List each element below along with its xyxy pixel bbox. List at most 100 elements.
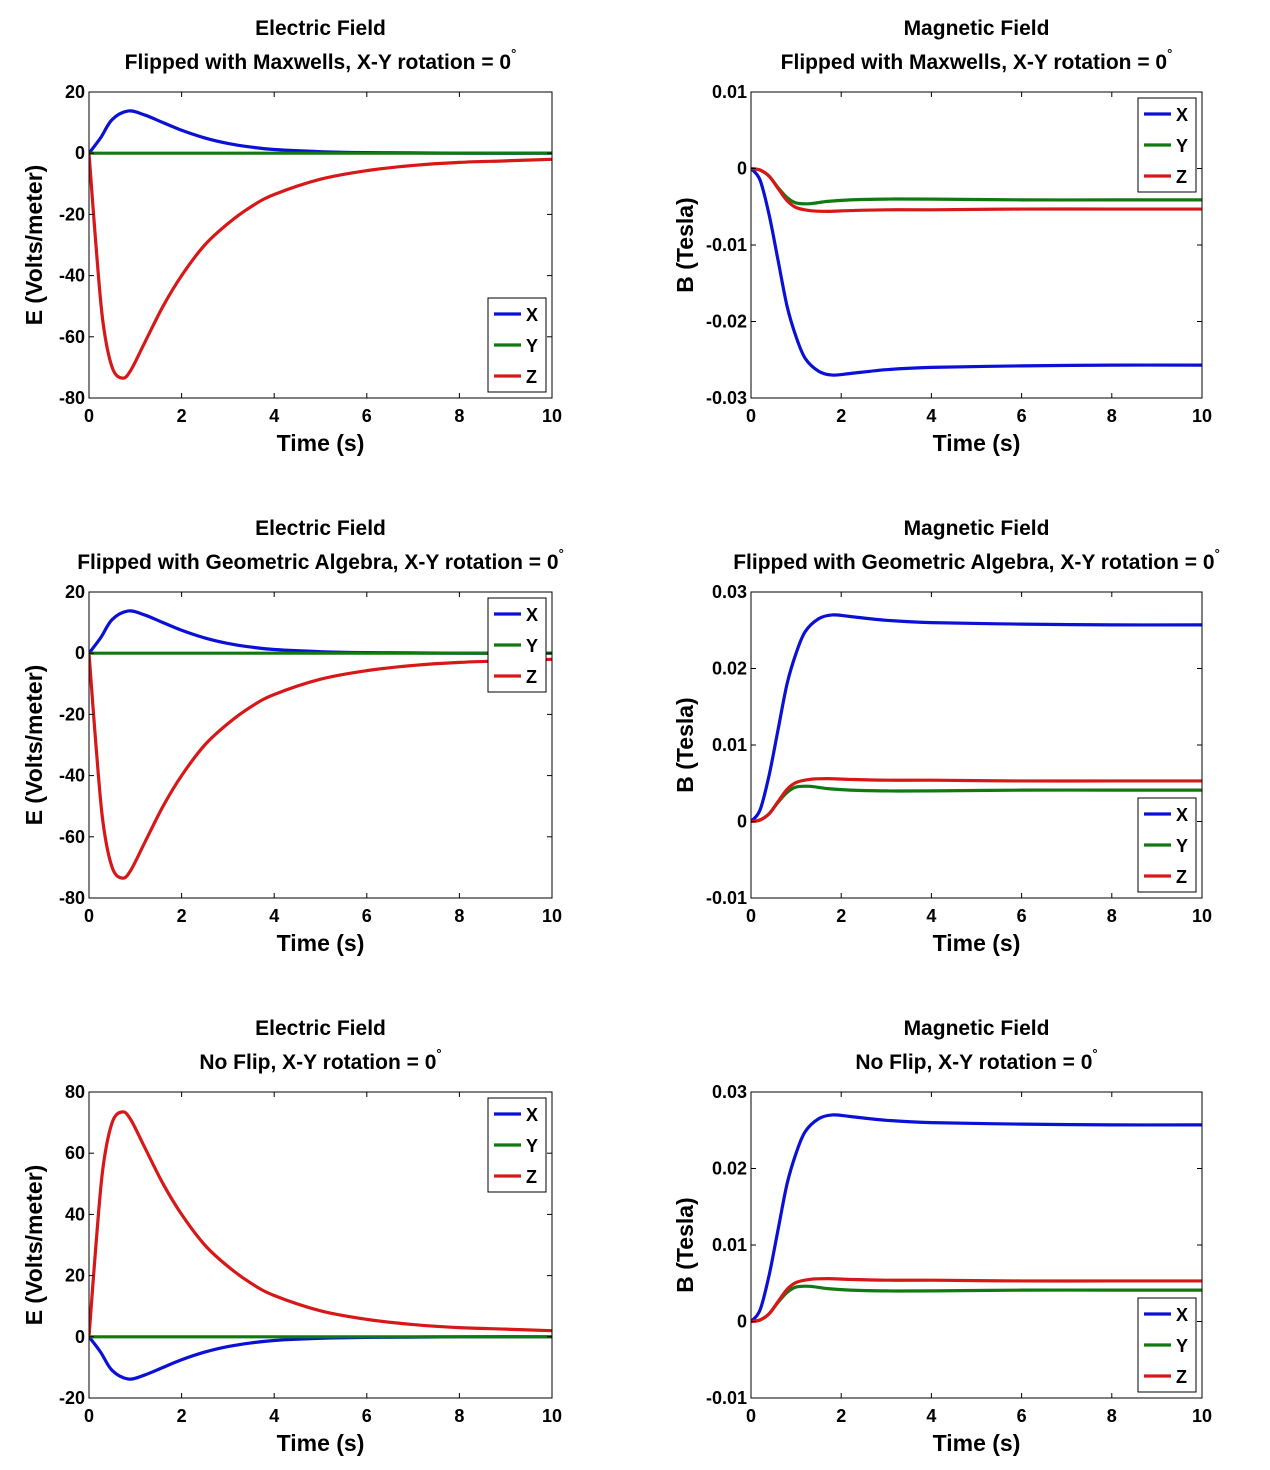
y-axis-label: E (Volts/meter)	[21, 665, 47, 826]
x-tick-label: 4	[269, 406, 279, 426]
series-line-z	[89, 651, 552, 880]
y-tick-label: -20	[59, 1388, 85, 1408]
degree-symbol: °	[436, 1046, 441, 1061]
x-tick-label: 2	[836, 906, 846, 926]
legend: XYZ	[1137, 797, 1197, 893]
chart-subtitle-text: No Flip, X-Y rotation = 0	[855, 1051, 1092, 1074]
x-tick-label: 10	[1192, 1406, 1212, 1426]
axes-box	[750, 91, 1203, 399]
y-tick-label: 20	[65, 1266, 85, 1286]
series-line-x	[751, 613, 1202, 824]
chart-panel-4: Magnetic Field Flipped with Geometric Alg…	[672, 517, 1220, 956]
y-tick-label: 0	[75, 143, 85, 163]
y-tick-label: 0.02	[712, 1159, 747, 1179]
x-tick-label: 2	[177, 906, 187, 926]
series-line-z	[751, 1277, 1202, 1324]
x-tick-label: 4	[269, 1406, 279, 1426]
legend: XYZ	[1137, 1297, 1197, 1393]
y-tick-label: 20	[65, 582, 85, 602]
chart-subtitle-text: No Flip, X-Y rotation = 0	[199, 1051, 436, 1074]
x-tick-label: 6	[1017, 1406, 1027, 1426]
y-tick-label: 0	[75, 1327, 85, 1347]
y-tick-label: 60	[65, 1143, 85, 1163]
chart-subtitle-text: Flipped with Maxwells, X-Y rotation = 0	[781, 51, 1167, 74]
degree-symbol: °	[1167, 46, 1172, 61]
y-tick-label: -60	[59, 827, 85, 847]
x-tick-label: 4	[926, 406, 936, 426]
series-line-x	[89, 109, 552, 155]
legend-label-z: Z	[1176, 1367, 1187, 1387]
x-tick-label: 10	[1192, 406, 1212, 426]
x-tick-label: 10	[542, 1406, 562, 1426]
x-axis-label: Time (s)	[933, 430, 1021, 456]
y-tick-label: -0.01	[706, 235, 747, 255]
y-tick-label: -20	[59, 204, 85, 224]
degree-symbol: °	[511, 46, 516, 61]
y-tick-label: 0	[737, 159, 747, 179]
legend: XYZ	[1137, 97, 1197, 193]
x-axis-label: Time (s)	[933, 1430, 1021, 1456]
y-axis-label: B (Tesla)	[672, 1197, 698, 1292]
legend-label-z: Z	[526, 1167, 537, 1187]
legend-label-x: X	[526, 605, 538, 625]
chart-subtitle: Flipped with Geometric Algebra, X-Y rota…	[77, 546, 564, 574]
legend-label-y: Y	[1176, 1336, 1188, 1356]
chart-subtitle: No Flip, X-Y rotation = 0°	[199, 1046, 441, 1074]
x-tick-label: 8	[1107, 906, 1117, 926]
y-tick-label: 0	[75, 643, 85, 663]
x-tick-label: 8	[454, 406, 464, 426]
x-tick-label: 4	[269, 906, 279, 926]
x-tick-label: 10	[1192, 906, 1212, 926]
y-tick-label: -60	[59, 327, 85, 347]
y-tick-label: 0.01	[712, 82, 747, 102]
y-tick-label: -40	[59, 766, 85, 786]
chart-subtitle: No Flip, X-Y rotation = 0°	[855, 1046, 1097, 1074]
y-tick-label: 80	[65, 1082, 85, 1102]
x-tick-label: 6	[1017, 906, 1027, 926]
legend: XYZ	[487, 297, 547, 393]
chart-subtitle: Flipped with Maxwells, X-Y rotation = 0°	[125, 46, 517, 74]
y-tick-label: 0.02	[712, 659, 747, 679]
x-tick-label: 2	[836, 1406, 846, 1426]
x-tick-label: 6	[1017, 406, 1027, 426]
y-axis-label: B (Tesla)	[672, 697, 698, 792]
x-tick-label: 8	[1107, 406, 1117, 426]
chart-subtitle-text: Flipped with Geometric Algebra, X-Y rota…	[77, 551, 558, 574]
y-axis-label: E (Volts/meter)	[21, 1165, 47, 1326]
series-line-z	[89, 1110, 552, 1339]
degree-symbol: °	[1092, 1046, 1097, 1061]
legend: XYZ	[487, 597, 547, 693]
legend-label-y: Y	[1176, 836, 1188, 856]
x-tick-label: 0	[746, 906, 756, 926]
x-tick-label: 6	[362, 1406, 372, 1426]
series-line-z	[751, 777, 1202, 824]
y-tick-label: -0.01	[706, 888, 747, 908]
legend-label-z: Z	[526, 667, 537, 687]
x-tick-label: 0	[84, 406, 94, 426]
chart-subtitle: Flipped with Geometric Algebra, X-Y rota…	[733, 546, 1220, 574]
chart-title: Electric Field	[255, 517, 386, 540]
legend-label-x: X	[1176, 105, 1188, 125]
x-axis-label: Time (s)	[277, 430, 365, 456]
legend-label-z: Z	[1176, 167, 1187, 187]
series-line-x	[751, 1113, 1202, 1324]
x-tick-label: 8	[454, 906, 464, 926]
y-tick-label: -20	[59, 704, 85, 724]
series-line-z	[751, 166, 1202, 213]
y-tick-label: -80	[59, 388, 85, 408]
x-tick-label: 2	[836, 406, 846, 426]
legend-label-y: Y	[526, 636, 538, 656]
series-line-x	[751, 166, 1202, 377]
y-tick-label: 0	[737, 1312, 747, 1332]
y-tick-label: 40	[65, 1204, 85, 1224]
x-tick-label: 6	[362, 906, 372, 926]
x-axis-label: Time (s)	[933, 930, 1021, 956]
x-tick-label: 4	[926, 906, 936, 926]
chart-subtitle-text: Flipped with Maxwells, X-Y rotation = 0	[125, 51, 511, 74]
chart-title: Magnetic Field	[904, 1017, 1050, 1040]
y-tick-label: -0.01	[706, 1388, 747, 1408]
legend-label-x: X	[1176, 805, 1188, 825]
x-tick-label: 2	[177, 1406, 187, 1426]
legend-label-x: X	[1176, 1305, 1188, 1325]
chart-title: Electric Field	[255, 17, 386, 40]
